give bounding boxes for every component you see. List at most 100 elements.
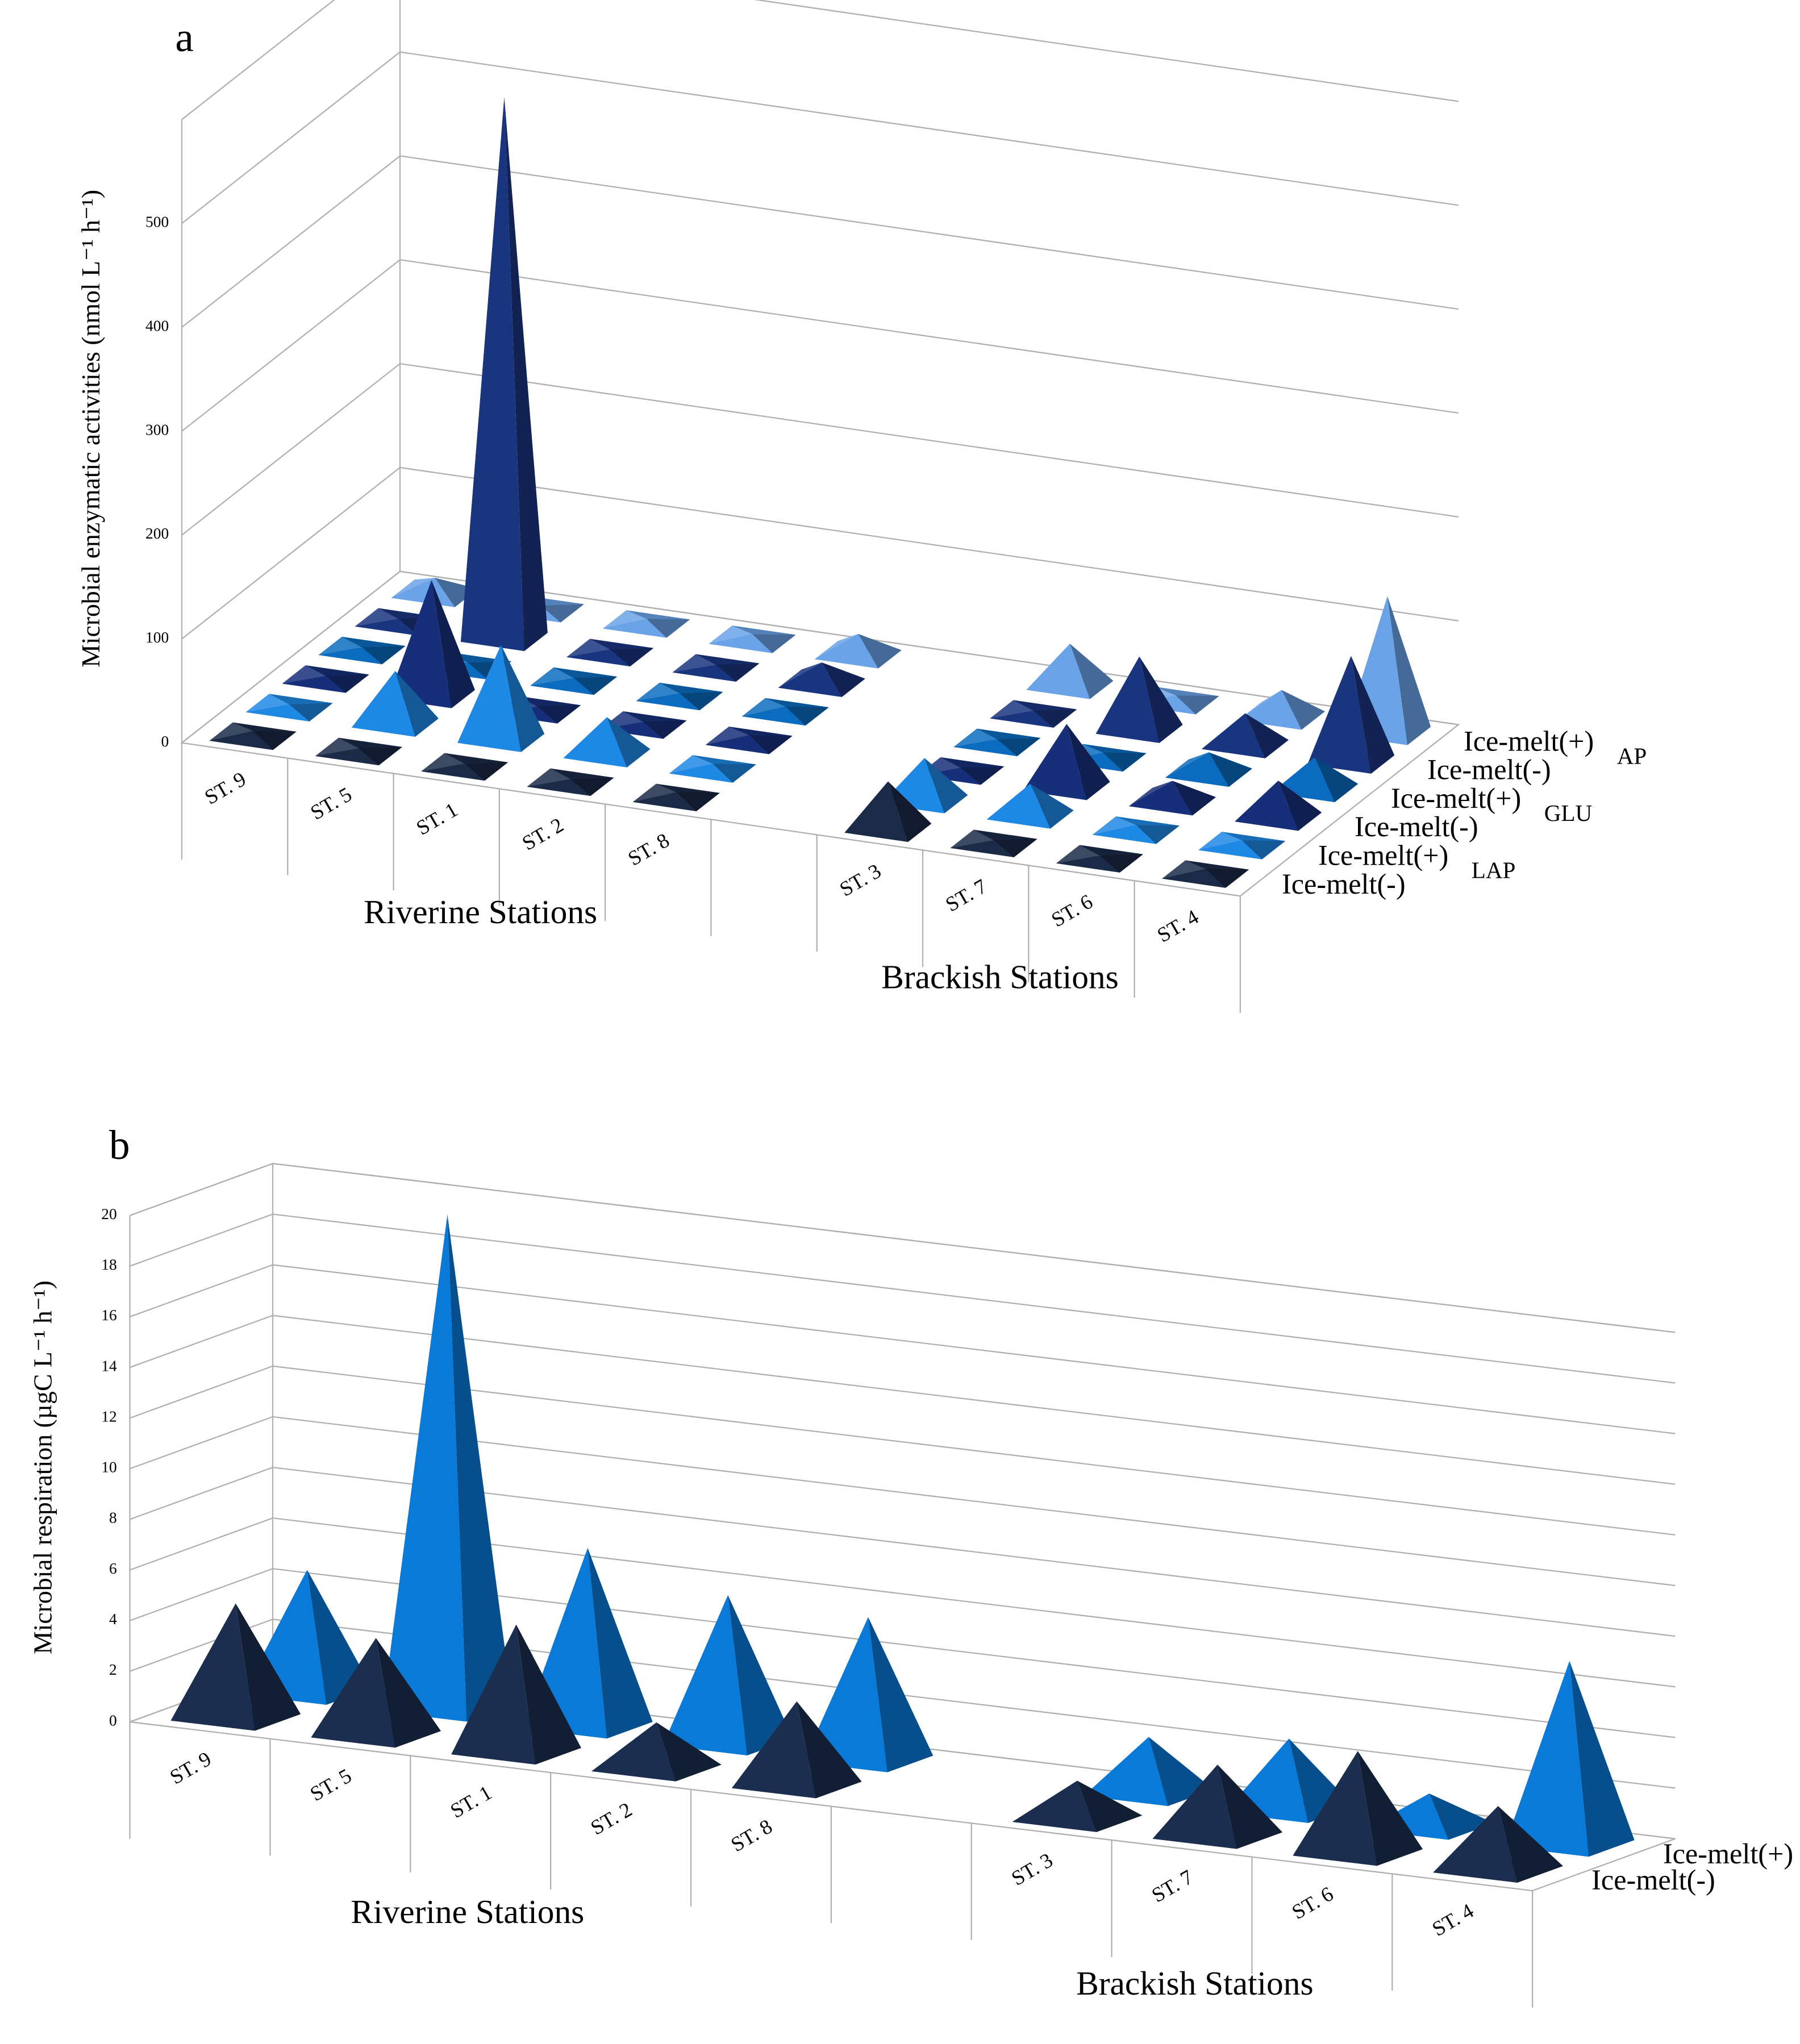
pyramid-face bbox=[376, 1638, 441, 1748]
pyramid-face bbox=[1569, 1661, 1635, 1857]
pyramid-face bbox=[311, 1638, 395, 1748]
grid-line bbox=[130, 1162, 1676, 1333]
pyramid-face bbox=[435, 578, 478, 607]
pyramid-face bbox=[778, 662, 822, 688]
pyramid-face bbox=[516, 1624, 581, 1764]
pyramid-face bbox=[632, 792, 697, 812]
pyramid-face bbox=[636, 693, 700, 711]
pyramid-face bbox=[282, 675, 346, 693]
pyramid-face bbox=[315, 737, 359, 756]
y-tick-label: 0 bbox=[161, 733, 169, 750]
enzyme-label: LAP bbox=[1472, 857, 1516, 883]
legend-label: Ice-melt(-) bbox=[1282, 868, 1406, 900]
pyramid-face bbox=[1012, 1780, 1097, 1832]
y-tick-label: 0 bbox=[109, 1712, 117, 1729]
pyramid-face bbox=[504, 97, 548, 651]
pyramid bbox=[530, 667, 618, 695]
pyramid bbox=[282, 665, 369, 693]
y-tick-label: 100 bbox=[145, 629, 169, 646]
panel-label: a bbox=[175, 14, 193, 60]
pyramid-face bbox=[570, 777, 614, 796]
pyramid-face bbox=[858, 633, 902, 669]
pyramid-face bbox=[253, 731, 297, 750]
pyramid-face bbox=[924, 758, 968, 814]
pyramid-face bbox=[588, 1547, 653, 1739]
pyramid-face bbox=[1293, 1751, 1377, 1866]
pyramid-face bbox=[646, 619, 690, 638]
pyramid-face bbox=[362, 646, 406, 665]
panel-label: b bbox=[109, 1122, 130, 1168]
pyramid-face bbox=[530, 678, 594, 695]
pyramid-face bbox=[749, 735, 793, 754]
pyramid-face bbox=[997, 737, 1041, 757]
pyramid-face bbox=[1235, 781, 1299, 831]
pyramid-face bbox=[1165, 752, 1229, 787]
pyramid-face bbox=[245, 704, 310, 721]
pyramid-face bbox=[643, 720, 687, 739]
pyramid bbox=[1056, 845, 1143, 873]
y-tick-label: 12 bbox=[101, 1408, 116, 1425]
pyramid-face bbox=[1176, 695, 1219, 715]
pyramid bbox=[1505, 1661, 1635, 1857]
pyramid-face bbox=[563, 717, 627, 767]
pyramid-face bbox=[351, 671, 415, 737]
pyramid-face bbox=[566, 649, 631, 666]
pyramid-face bbox=[1092, 825, 1156, 844]
pyramid-face bbox=[636, 682, 680, 701]
enzyme-label: AP bbox=[1617, 742, 1647, 769]
pyramid bbox=[844, 781, 932, 842]
pyramid-face bbox=[603, 610, 647, 629]
grid-line bbox=[130, 1466, 1676, 1637]
legend-label: Ice-melt(-) bbox=[1591, 1864, 1715, 1896]
pyramid bbox=[209, 722, 297, 750]
pyramid-face bbox=[1387, 596, 1431, 745]
pyramid bbox=[1433, 1806, 1563, 1883]
pyramid-face bbox=[705, 735, 769, 754]
pyramid-face bbox=[669, 764, 733, 783]
pyramid bbox=[1165, 752, 1252, 787]
legend-label: Ice-melt(+) bbox=[1391, 782, 1521, 814]
pyramid-face bbox=[359, 746, 402, 766]
pyramid-face bbox=[950, 840, 1014, 857]
grid-line bbox=[181, 155, 1459, 328]
pyramid-face bbox=[318, 647, 382, 665]
pyramid-face bbox=[421, 753, 465, 771]
pyramid-face bbox=[603, 619, 667, 638]
wall-top bbox=[181, 0, 335, 120]
pyramid-face bbox=[464, 762, 509, 781]
pyramid-face bbox=[209, 731, 273, 750]
pyramid-face bbox=[1128, 781, 1193, 816]
pyramid-face bbox=[868, 1617, 934, 1772]
pyramid-face bbox=[1139, 656, 1183, 743]
pyramid-face bbox=[741, 706, 806, 726]
grid-line bbox=[181, 466, 1459, 640]
legend-label: Ice-melt(-) bbox=[1355, 811, 1478, 842]
pyramid-face bbox=[1245, 713, 1289, 758]
legend-label: Ice-melt(+) bbox=[1464, 725, 1594, 757]
pyramid-face bbox=[663, 1595, 747, 1755]
pyramid-face bbox=[1307, 656, 1372, 774]
pyramid-face bbox=[803, 1617, 888, 1772]
pyramid bbox=[741, 698, 829, 726]
pyramid bbox=[990, 700, 1077, 728]
pyramid-face bbox=[1205, 869, 1249, 888]
pyramid bbox=[1023, 724, 1110, 800]
pyramid-face bbox=[732, 1701, 816, 1799]
pyramid-face bbox=[537, 705, 581, 724]
pyramid bbox=[778, 662, 865, 697]
pyramid-face bbox=[1278, 781, 1322, 831]
pyramid-face bbox=[814, 633, 878, 669]
pyramid-face bbox=[709, 634, 773, 653]
pyramid-face bbox=[599, 721, 664, 739]
enzyme-label: GLU bbox=[1544, 800, 1593, 826]
pyramid-face bbox=[960, 766, 1005, 785]
pyramid bbox=[566, 639, 654, 666]
pyramid-face bbox=[1152, 1764, 1237, 1849]
pyramid-face bbox=[388, 580, 452, 708]
pyramid-face bbox=[170, 1603, 255, 1731]
pyramid-face bbox=[421, 764, 485, 781]
pyramid-face bbox=[672, 665, 736, 682]
pyramid-face bbox=[676, 792, 720, 812]
pyramid-face bbox=[1198, 832, 1242, 850]
pyramid-face bbox=[778, 662, 842, 697]
